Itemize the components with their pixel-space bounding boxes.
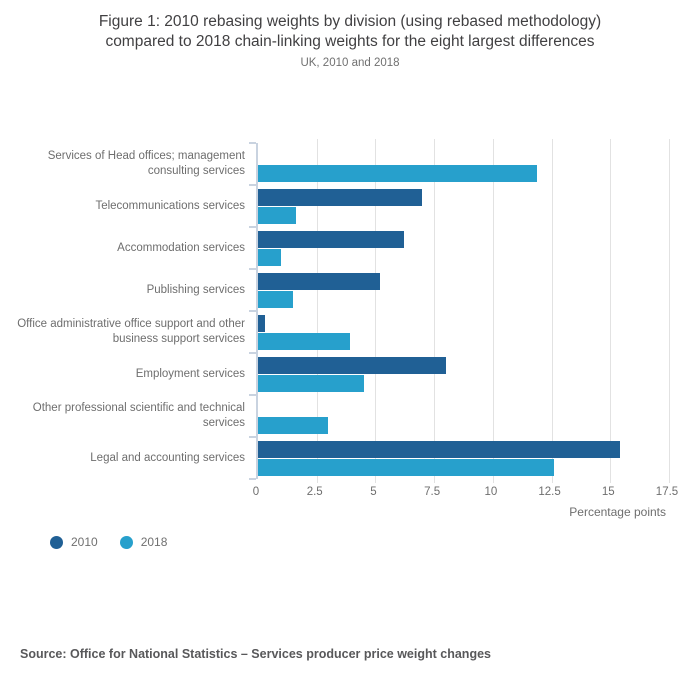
bar-group [258,437,676,479]
gridline [492,139,494,483]
x-tick-label: 15 [601,486,615,498]
bar-2018 [258,206,296,224]
y-axis-tick [249,352,256,354]
gridline [316,139,318,483]
category-label: Legal and accounting services [90,451,245,464]
bar-2010 [258,230,404,248]
y-axis-tick [249,310,256,312]
bar-2018 [258,248,282,266]
legend-label-2018: 2018 [140,535,168,549]
bar-group [258,395,676,437]
bar-2010 [258,314,266,332]
y-axis-tick [249,184,256,186]
y-axis-tick [249,394,256,396]
x-tick-label: 2.5 [306,486,323,498]
bar-2018 [258,416,329,434]
y-axis-tick [249,142,256,144]
legend: 2010 2018 [50,535,700,549]
chart-body: Services of Head offices; management con… [0,139,700,483]
plot-area [249,139,676,483]
bar-group [258,269,676,311]
category-labels: Services of Head offices; management con… [6,143,256,479]
x-tick-label: 12.5 [538,486,561,498]
legend-dot-2018-icon [119,535,133,549]
bar-2018 [258,374,364,392]
category-label: Office administrative office support and… [17,318,245,345]
bar-2018 [258,458,554,476]
y-axis-tick [249,268,256,270]
bar-2018 [258,290,294,308]
chart-title: Figure 1: 2010 rebasing weights by divis… [98,13,602,50]
gridline [375,139,377,483]
category-label: Employment services [135,367,245,380]
gridline [669,139,670,483]
bar-group [258,143,676,185]
y-axis-tick [249,226,256,228]
bar-group [258,185,676,227]
bar-2010 [258,440,620,458]
x-axis-labels: 0 2.5 5 7.5 10 12.5 15 17.5 [253,486,700,502]
y-axis-tick [249,478,256,480]
legend-label-2010: 2010 [71,535,98,549]
x-tick-label: 5 [370,486,377,498]
x-tick-label: 7.5 [424,486,441,498]
category-label: Telecommunications services [95,199,245,212]
legend-item-2018: 2018 [119,535,168,549]
bar-2010 [258,188,423,206]
category-label: Other professional scientific and techni… [32,402,245,429]
legend-dot-2010-icon [50,535,63,549]
chart-subtitle: UK, 2010 and 2018 [300,57,400,69]
category-label: Services of Head offices; management con… [47,150,245,177]
x-axis-title: Percentage points [569,505,666,519]
source-text: Source: Office for National Statistics –… [20,647,491,661]
bar-group [258,227,676,269]
category-label: Publishing services [146,283,245,296]
gridline [610,139,612,483]
gridline [434,139,436,483]
y-axis-tick [249,436,256,438]
x-tick-label: 17.5 [655,486,679,498]
x-tick-label: 0 [252,486,260,498]
category-label: Accommodation services [117,241,245,254]
legend-item-2010: 2010 [50,535,98,549]
bar-group [258,353,676,395]
bar-2010 [258,272,381,290]
bar-2018 [258,164,538,182]
gridline [551,139,553,483]
bar-group [258,311,676,353]
bar-2018 [258,332,350,350]
bar-2010 [258,356,446,374]
x-tick-label: 10 [484,486,498,498]
